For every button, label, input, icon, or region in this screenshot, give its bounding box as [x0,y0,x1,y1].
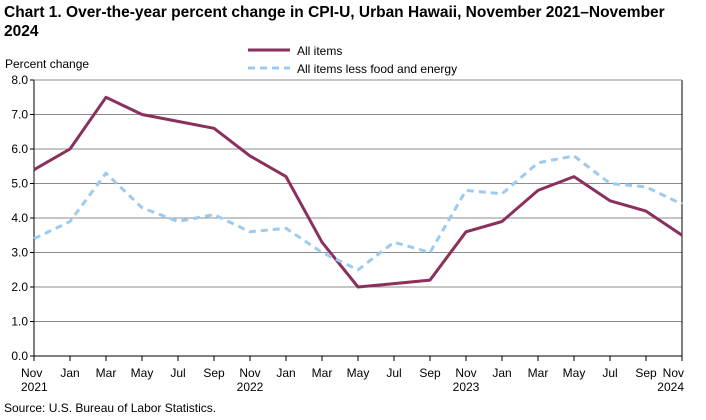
y-tick-label: 2.0 [11,280,28,294]
x-tick-label: Nov [239,366,260,380]
x-tick-label: Jul [602,366,617,380]
source-note: Source: U.S. Bureau of Labor Statistics. [4,401,217,415]
x-tick-label: Mar [96,366,117,380]
x-tick-label: May [347,366,370,380]
y-tick-label: 5.0 [11,177,28,191]
y-tick-label: 4.0 [11,211,28,225]
x-tick-label: Sep [635,366,657,380]
x-tick-label: Mar [312,366,333,380]
y-axis-label: Percent change [5,57,89,71]
x-tick-label: Jan [276,366,295,380]
x-tick-year-label: 2022 [237,380,264,394]
x-tick-label: Mar [528,366,549,380]
y-tick-label: 6.0 [11,142,28,156]
legend-label-core: All items less food and energy [297,62,457,76]
x-tick-label: Nov [21,366,42,380]
x-tick-label: Jul [170,366,185,380]
x-tick-label: Sep [419,366,441,380]
x-tick-label: Jul [386,366,401,380]
axes [30,79,683,361]
x-tick-label: Jan [60,366,79,380]
x-tick-label: May [131,366,154,380]
x-tick-label: May [563,366,586,380]
legend: All items All items less food and energy [248,44,457,76]
y-tick-labels: 0.0 1.0 2.0 3.0 4.0 5.0 6.0 7.0 8.0 [11,73,28,363]
legend-label-all-items: All items [297,44,342,58]
chart-title: Chart 1. Over-the-year percent change in… [4,4,665,40]
y-tick-label: 3.0 [11,246,28,260]
y-tick-label: 7.0 [11,108,28,122]
y-tick-label: 8.0 [11,73,28,87]
y-tick-label: 0.0 [11,349,28,363]
series-line-all-items [33,95,683,289]
x-tick-year-label: 2021 [21,380,48,394]
x-tick-label: Nov [663,366,684,380]
x-tick-label: Jan [492,366,511,380]
x-tick-year-label: 2024 [657,380,684,394]
x-tick-year-label: 2023 [453,380,480,394]
series-line-core [33,154,683,272]
series-lines [33,95,683,289]
y-tick-label: 1.0 [11,315,28,329]
x-tick-label: Sep [203,366,225,380]
x-tick-label: Nov [455,366,476,380]
